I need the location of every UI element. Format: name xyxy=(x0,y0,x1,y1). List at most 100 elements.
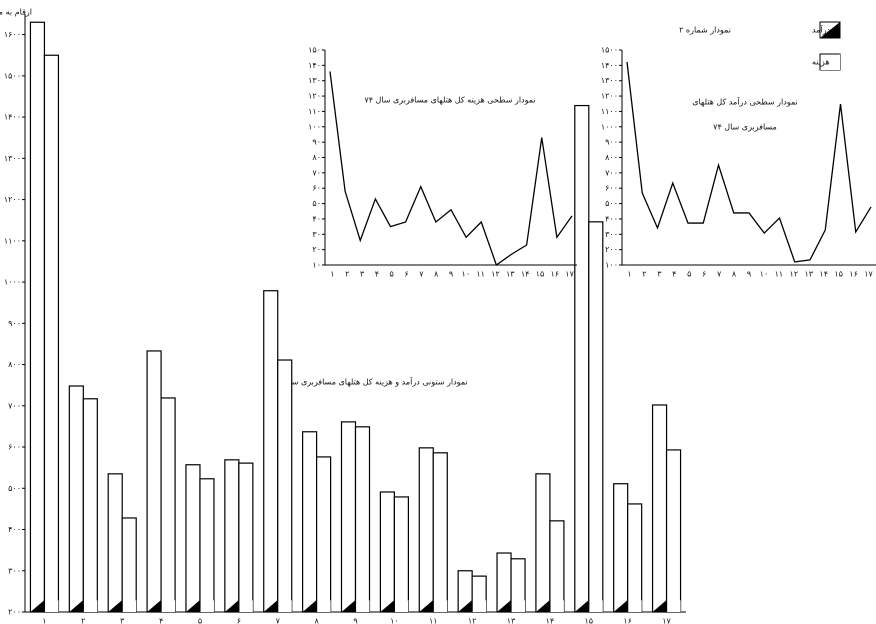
x-tick-label: ۱۰ xyxy=(390,617,399,624)
legend-swatch-fill xyxy=(820,54,840,70)
y-tick-label: ۱۲۰۰ xyxy=(601,92,618,101)
bar-base xyxy=(627,600,642,612)
x-tick-label: ۱۳ xyxy=(506,270,515,279)
x-tick-label: ۱۲ xyxy=(491,270,500,279)
y-tick-label: ۶۰۰ xyxy=(605,184,618,193)
y-tick-label: ۷۰۰ xyxy=(605,168,618,177)
bar xyxy=(160,397,176,613)
bar-base xyxy=(185,600,200,612)
y-tick-label: ۱۳۰ xyxy=(308,76,321,85)
x-tick-label: ۱ xyxy=(42,617,46,624)
x-tick-label: ۵ xyxy=(198,617,202,624)
y-tick-label: ۱۱۰۰ xyxy=(601,107,618,116)
bar xyxy=(340,421,357,613)
bar xyxy=(651,404,668,613)
line xyxy=(626,61,872,263)
bar xyxy=(238,462,254,613)
x-tick-label: ۶ xyxy=(702,270,706,279)
x-tick-label: ۷ xyxy=(276,617,281,624)
bar-base xyxy=(238,600,253,612)
x-tick-label: ۱۲ xyxy=(468,617,477,624)
x-tick-label: ۵ xyxy=(390,270,394,279)
bar-base xyxy=(472,600,487,612)
x-tick-label: ۱۵ xyxy=(584,617,593,624)
bar-base xyxy=(316,600,331,612)
bar-base xyxy=(355,600,370,612)
x-tick-label: ۱۴ xyxy=(546,617,555,624)
y-tick-label: ۱۳۰۰ xyxy=(601,76,618,85)
bar xyxy=(68,385,84,613)
bar xyxy=(121,517,137,613)
x-tick-label: ۱۰ xyxy=(760,270,769,279)
y-tick-label: ۱۲۰۰ xyxy=(4,195,21,204)
bar xyxy=(393,496,409,613)
x-tick-label: ۱۵ xyxy=(834,270,843,279)
bar-base xyxy=(497,600,512,612)
x-tick-label: ۱۶ xyxy=(623,617,632,624)
y-tick-label: ۸۰۰ xyxy=(605,153,618,162)
x-tick-label: ۱۷ xyxy=(565,270,574,279)
bar-base xyxy=(613,600,628,612)
x-tick-label: ۱۱ xyxy=(775,270,784,279)
bar-base xyxy=(44,600,59,612)
x-tick-label: ۱۷ xyxy=(864,270,873,279)
x-tick-label: ۸ xyxy=(434,270,439,279)
bar-base xyxy=(341,600,356,612)
y-tick-label: ۱۴۰ xyxy=(308,61,321,70)
chart-title: نمودار سطحی درآمد کل هتلهای xyxy=(692,97,798,107)
y-tick-label: ۵۰ xyxy=(312,199,321,208)
y-tick-label: ۱۲۰ xyxy=(308,92,321,101)
bar-base xyxy=(574,600,589,612)
chart-title: نمودار ستونی درآمد و هزینه کل هتلهای مسا… xyxy=(272,377,467,387)
x-tick-label: ۱۷ xyxy=(662,617,671,624)
bar xyxy=(613,483,629,613)
x-tick-label: ۱۳ xyxy=(804,270,813,279)
y-tick-label: ۳۰ xyxy=(312,230,321,239)
chart-subtitle: نمودار شماره ۲ xyxy=(679,26,731,35)
bar xyxy=(627,503,643,613)
bar xyxy=(29,21,46,613)
bar-base xyxy=(380,600,395,612)
bar-base xyxy=(69,600,84,612)
y-tick-label: ۱۰۰۰ xyxy=(4,278,21,287)
y-tick-label: ۱۱۰۰ xyxy=(4,236,21,245)
x-tick-label: ۱۵ xyxy=(536,270,545,279)
y-tick-label: ۲۰۰ xyxy=(8,608,21,617)
bar-base xyxy=(549,600,564,612)
y-tick-label: ۲۰۰ xyxy=(605,245,618,254)
x-tick-label: ۲ xyxy=(345,270,349,279)
x-tick-label: ۱۴ xyxy=(819,270,828,279)
bar-base xyxy=(83,600,98,612)
y-tick-label: ۱۶۰۰ xyxy=(4,30,21,39)
y-tick-label: ۲۰ xyxy=(312,245,321,254)
bar xyxy=(277,359,293,613)
bar-base xyxy=(419,600,434,612)
y-tick-label: ۱۴۰۰ xyxy=(601,61,618,70)
x-tick-label: ۹ xyxy=(353,617,357,624)
y-tick-label: ۴۰ xyxy=(312,214,321,223)
y-axis-label: ارقام به میلیون ریال xyxy=(0,8,32,17)
bar xyxy=(379,491,395,613)
x-tick-label: ۶ xyxy=(404,270,408,279)
bar-base xyxy=(30,600,45,612)
y-tick-label: ۱۰۰ xyxy=(308,122,321,131)
bar xyxy=(432,452,448,613)
y-tick-label: ۵۰۰ xyxy=(605,199,618,208)
y-tick-label: ۵۰۰ xyxy=(8,484,21,493)
x-tick-label: ۹ xyxy=(449,270,453,279)
x-tick-label: ۱۶ xyxy=(849,270,858,279)
bar xyxy=(316,456,332,613)
bar-base xyxy=(433,600,448,612)
y-tick-label: ۸۰ xyxy=(312,153,321,162)
chart-subtitle: مسافربری سال ۷۴ xyxy=(713,123,777,132)
bar xyxy=(418,447,434,613)
bar-base xyxy=(108,600,123,612)
y-tick-label: ۹۰۰ xyxy=(8,319,21,328)
x-tick-label: ۱۲ xyxy=(790,270,799,279)
chart-title: نمودار سطحی هزینه کل هتلهای مسافربری سال… xyxy=(364,96,535,105)
bar-base xyxy=(666,600,681,612)
x-tick-label: ۵ xyxy=(687,270,691,279)
x-tick-label: ۱۱ xyxy=(476,270,485,279)
x-tick-label: ۴ xyxy=(672,270,676,279)
